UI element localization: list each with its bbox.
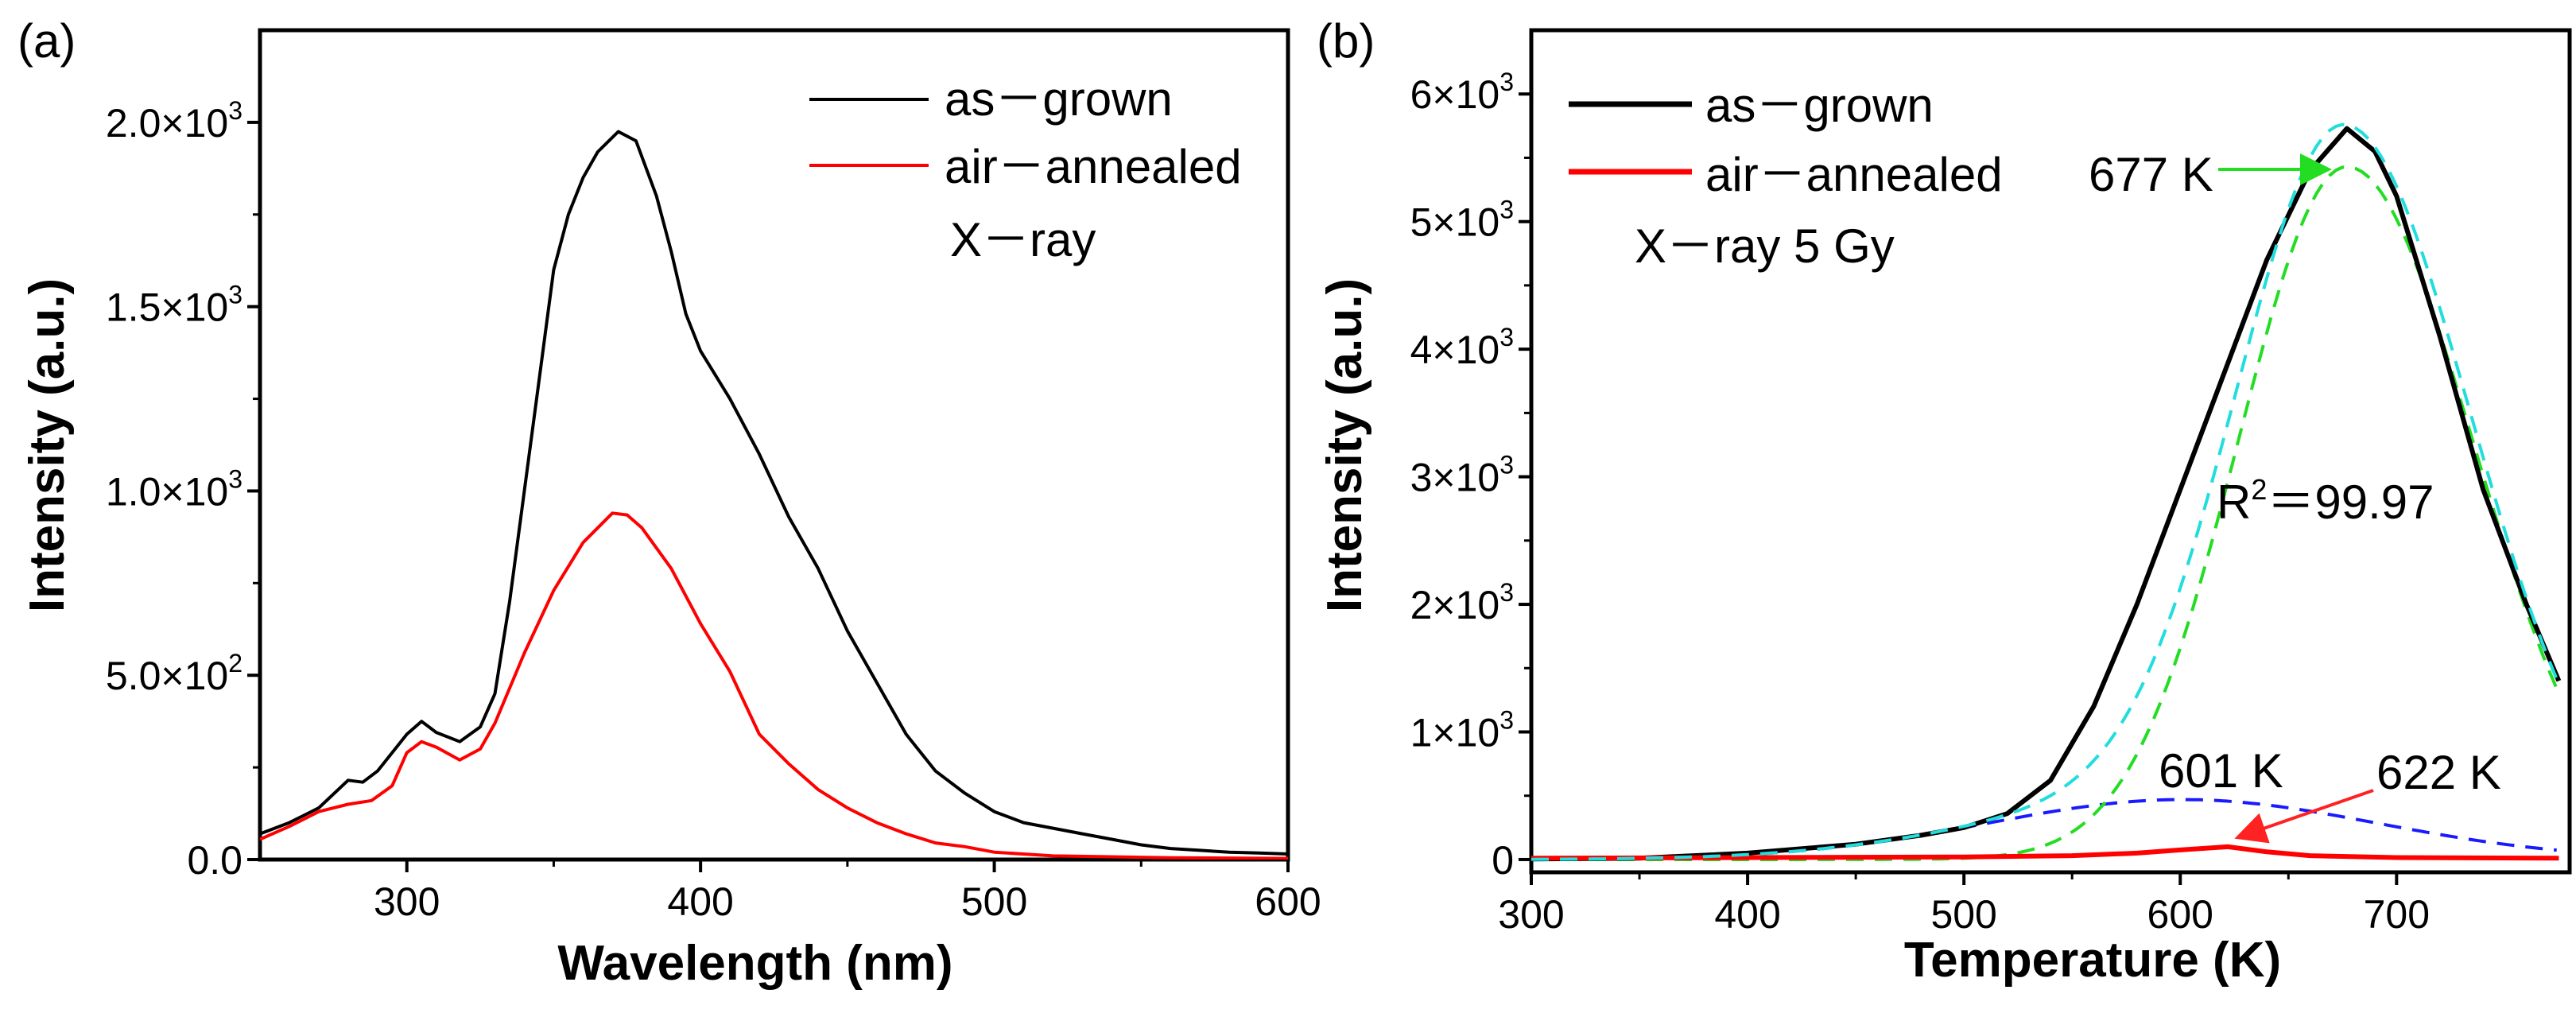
y-tick-mantissa: 5.0×10 <box>106 654 228 698</box>
r2-sup: 2 <box>2251 473 2267 506</box>
y-tick-label: 2.0×103 <box>106 96 242 146</box>
plot-frame <box>258 28 1290 862</box>
arrow-622k <box>2234 789 2374 844</box>
y-tick-label: 6×103 <box>1410 68 1514 117</box>
y-tick-mantissa: 2×10 <box>1410 583 1500 627</box>
annotation-dose: X－ray 5 Gy <box>1635 219 1895 273</box>
legend-a-label-as-grown: as－grown <box>945 72 1173 126</box>
y-tick-label: 0.0 <box>187 838 242 883</box>
panel-b-ylabel: Intensity (a.u.) <box>1317 278 1372 612</box>
y-tick-exponent: 3 <box>228 281 242 309</box>
y-tick-exponent: 3 <box>1499 68 1514 96</box>
y-tick-mantissa: 3×10 <box>1410 456 1500 500</box>
y-tick-exponent: 3 <box>1499 323 1514 351</box>
y-tick-mantissa: 0 <box>1492 838 1514 883</box>
series-line-air-annealed <box>260 511 1288 860</box>
annotation-xray: X－ray <box>950 213 1096 266</box>
y-tick-mantissa: 0.0 <box>187 838 242 883</box>
y-tick-label: 1.5×103 <box>106 281 242 330</box>
y-tick-label: 5.0×102 <box>106 649 242 698</box>
y-tick-label: 3×103 <box>1410 451 1514 500</box>
x-tick-label: 400 <box>667 879 733 924</box>
x-tick-label: 600 <box>1255 879 1321 924</box>
y-tick-mantissa: 4×10 <box>1410 328 1500 372</box>
annotation-622k: 622 K <box>2376 746 2501 799</box>
legend-b-label-as-grown: as－grown <box>1705 79 1934 132</box>
x-tick-label: 600 <box>2147 892 2213 937</box>
panel-a-ylabel: Intensity (a.u.) <box>20 278 75 612</box>
annotation-r2: R2＝99.97 <box>2217 473 2434 529</box>
panel-b: (b) 300 400 500 600 70001×1032×1033×1034×103… <box>1317 14 2572 988</box>
y-tick-exponent: 3 <box>1499 451 1514 479</box>
x-tick-label: 500 <box>961 879 1027 924</box>
series-line-as-grown <box>260 130 1288 856</box>
panel-a-label: (a) <box>17 14 76 68</box>
plot-frame <box>1529 28 2572 875</box>
y-tick-label: 1×103 <box>1410 706 1514 755</box>
x-tick-label: 400 <box>1714 892 1780 937</box>
y-tick-exponent: 2 <box>228 649 242 677</box>
panel-b-label: (b) <box>1317 14 1375 68</box>
legend-a-label-air-annealed: air－annealed <box>945 140 1242 193</box>
y-tick-mantissa: 2.0×10 <box>106 101 228 146</box>
series-line-air-annealed <box>1531 844 2559 861</box>
x-tick-label: 300 <box>374 879 440 924</box>
x-tick-label: 700 <box>2364 892 2430 937</box>
y-tick-exponent: 3 <box>228 96 242 125</box>
y-tick-exponent: 3 <box>1499 578 1514 607</box>
legend-b-label-air-annealed: air－annealed <box>1705 148 2003 201</box>
fit-curve-677k <box>1531 165 2559 861</box>
y-tick-mantissa: 1×10 <box>1410 711 1500 755</box>
x-tick-label: 300 <box>1498 892 1564 937</box>
fit-curve-601k <box>1531 798 2557 861</box>
r2-prefix: R <box>2217 476 2251 529</box>
panel-a: (a) 300 400 500 6000.05.0×1021.0×1031.5×103… <box>17 14 1321 991</box>
annotation-601k: 601 K <box>2159 744 2283 798</box>
y-tick-exponent: 3 <box>1499 196 1514 224</box>
y-tick-mantissa: 6×10 <box>1410 72 1500 117</box>
y-tick-exponent: 3 <box>228 464 242 493</box>
y-tick-label: 2×103 <box>1410 578 1514 627</box>
panel-b-xlabel: Temperature (K) <box>1904 933 2281 988</box>
y-tick-label: 5×103 <box>1410 196 1514 245</box>
x-tick-label: 500 <box>1930 892 1996 937</box>
panel-b-axes: 300 400 500 600 70001×1032×1033×1034×1035×10… <box>1410 28 2572 937</box>
y-tick-mantissa: 5×10 <box>1410 200 1500 245</box>
panel-a-xlabel: Wavelength (nm) <box>557 936 952 991</box>
y-tick-label: 1.0×103 <box>106 464 242 514</box>
panel-a-axes: 300 400 500 6000.05.0×1021.0×1031.5×1032.0×… <box>106 28 1321 924</box>
y-tick-exponent: 3 <box>1499 706 1514 735</box>
annotation-677k: 677 K <box>2089 148 2213 201</box>
y-tick-mantissa: 1.0×10 <box>106 469 228 514</box>
fit-curve-cumulative <box>1531 122 2559 861</box>
y-tick-label: 4×103 <box>1410 323 1514 372</box>
r2-value: ＝99.97 <box>2267 476 2434 529</box>
y-tick-label: 0 <box>1492 838 1514 883</box>
y-tick-mantissa: 1.5×10 <box>106 285 228 330</box>
